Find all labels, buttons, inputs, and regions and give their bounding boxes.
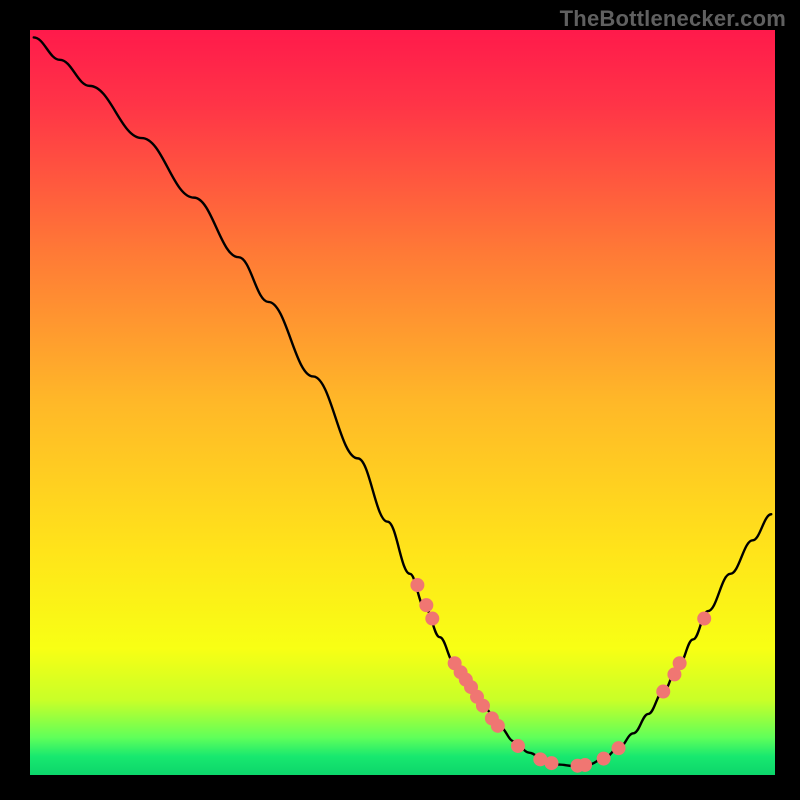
curve-marker (673, 657, 686, 670)
curve-marker (491, 719, 504, 732)
curve-marker (657, 685, 670, 698)
bottleneck-chart (0, 0, 800, 800)
curve-marker (476, 699, 489, 712)
curve-marker (511, 739, 524, 752)
watermark-text: TheBottlenecker.com (560, 6, 786, 32)
curve-marker (411, 579, 424, 592)
curve-marker (420, 599, 433, 612)
curve-marker (698, 612, 711, 625)
curve-marker (426, 612, 439, 625)
curve-marker (545, 757, 558, 770)
curve-marker (597, 752, 610, 765)
curve-marker (579, 758, 592, 771)
heat-gradient-area (30, 30, 775, 775)
curve-marker (612, 742, 625, 755)
